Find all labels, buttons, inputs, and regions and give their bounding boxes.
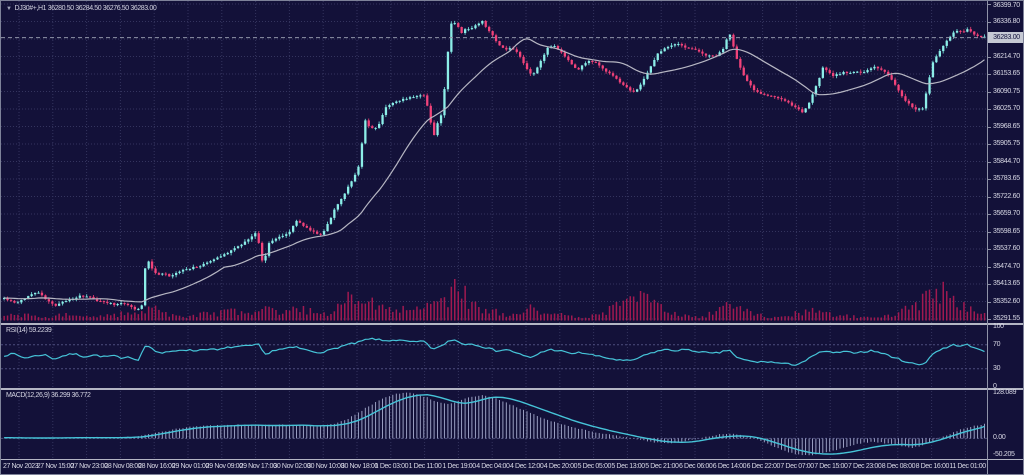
macd-axis-label: 0.00 (993, 434, 1006, 442)
price-axis-tick (988, 266, 991, 268)
rsi-axis-label: 0 (993, 382, 997, 390)
price-axis-tick (988, 126, 991, 128)
price-axis-tick (988, 56, 991, 58)
macd-axis-label: -50.205 (993, 450, 1015, 458)
time-axis-label: 6 Dec 22:00 (746, 463, 781, 470)
rsi-label: RSI(14) 59.2239 (6, 327, 52, 334)
price-axis-tick (988, 284, 991, 285)
price-axis-tick (988, 179, 991, 180)
price-axis-label: 35905.75 (993, 140, 1020, 147)
price-axis-label: 35352.60 (993, 297, 1020, 305)
price-axis-tick (988, 249, 991, 250)
time-axis-label: 5 Dec 21:00 (645, 463, 679, 470)
price-axis-tick (988, 144, 991, 145)
time-axis-label: 1 Dec 11:00 (408, 463, 442, 470)
rsi-axis-label: 70 (993, 340, 1001, 348)
price-axis-label: 35598.65 (993, 227, 1020, 235)
time-axis-label: 5 Dec 05:00 (577, 463, 612, 470)
time-axis-label: 5 Dec 13:00 (611, 463, 645, 470)
price-axis-label: 36090.75 (993, 87, 1020, 95)
time-axis-label: 7 Dec 15:00 (814, 463, 848, 470)
time-axis-label: 6 Dec 06:00 (679, 463, 713, 470)
pane-separator-rsi[interactable] (1, 323, 1023, 325)
candles-layer (3, 20, 986, 311)
axis-separator (1, 459, 1023, 460)
time-axis-label: 11 Dec 01:00 (949, 463, 986, 470)
time-axis-label: 1 Dec 19:00 (442, 463, 476, 470)
price-axis-tick (988, 301, 991, 303)
price-axis-label: 36214.70 (993, 52, 1020, 60)
price-axis-label: 36399.70 (993, 2, 1020, 9)
time-axis-label: 4 Dec 04:00 (476, 463, 510, 470)
time-axis-label: 29 Nov 09:00 (205, 463, 243, 470)
time-axis-label: 27 Nov 15:00 (36, 463, 74, 470)
price-axis-tick (988, 109, 991, 110)
time-axis-label: 7 Dec 23:00 (848, 463, 882, 470)
price-axis-label: 35413.65 (993, 280, 1020, 287)
grid-layer (1, 326, 987, 388)
ma-line (4, 38, 985, 303)
macd-canvas[interactable] (1, 391, 987, 459)
time-axis-label: 28 Nov 16:00 (138, 463, 176, 470)
time-axis-label: 29 Nov 01:00 (172, 463, 209, 470)
time-axis-label: 27 Nov 23:00 (70, 463, 108, 470)
time-axis-label: 4 Dec 20:00 (543, 463, 578, 470)
time-axis-label: 28 Nov 08:00 (104, 463, 142, 470)
rsi-line (3, 337, 985, 366)
price-axis-label: 35968.65 (993, 122, 1020, 130)
current-price-badge: 36283.00 (988, 32, 1023, 43)
macd-axis-label: 128.089 (993, 388, 1017, 396)
price-axis-label: 36153.65 (993, 70, 1020, 77)
chart-title: ▼ DJ30#+,H1 36280.50 36284.50 36276.50 36… (6, 5, 157, 12)
price-axis-tick (988, 319, 991, 320)
time-axis-label: 7 Dec 07:00 (780, 463, 814, 470)
volume-bars (3, 279, 986, 321)
price-axis-label: 35291.55 (993, 315, 1020, 322)
time-axis-label: 4 Dec 12:00 (510, 463, 544, 470)
macd-histogram (3, 392, 985, 456)
price-pane: ▼ DJ30#+,H1 36280.50 36284.50 36276.50 36… (1, 1, 987, 323)
price-axis-tick (988, 4, 991, 5)
price-axis-tick (988, 214, 991, 215)
price-axis-label: 35722.60 (993, 192, 1020, 200)
symbol-dropdown-icon[interactable]: ▼ (6, 6, 12, 12)
rsi-pane: RSI(14) 59.2239 (1, 326, 987, 388)
time-axis-label: 6 Dec 14:00 (712, 463, 747, 470)
price-axis-tick (988, 231, 991, 233)
time-axis-label: 27 Nov 2023 (3, 463, 39, 470)
price-chart-canvas[interactable] (1, 1, 987, 323)
rsi-canvas[interactable] (1, 326, 987, 388)
grid-layer (1, 391, 987, 459)
time-axis-label: 8 Dec 16:00 (915, 463, 950, 470)
grid-layer (1, 1, 987, 323)
price-axis-label: 35783.65 (993, 175, 1020, 182)
time-axis-label: 8 Dec 08:00 (881, 463, 916, 470)
time-axis-label: 29 Nov 17:00 (239, 463, 277, 470)
price-axis-tick (988, 21, 991, 23)
time-axis-label: 30 Nov 10:00 (307, 463, 345, 470)
price-axis-tick (988, 196, 991, 198)
pane-separator-macd[interactable] (1, 388, 1023, 390)
price-axis-label: 35474.70 (993, 262, 1020, 270)
rsi-axis-label: 30 (993, 364, 1001, 372)
time-axis-label: 30 Nov 18:00 (341, 463, 378, 470)
price-axis-label: 36336.80 (993, 17, 1020, 25)
symbol-ohlc-text: DJ30#+,H1 36280.50 36284.50 36276.50 362… (14, 5, 157, 12)
price-axis-tick (988, 74, 991, 75)
rsi-axis-label: 100 (993, 322, 1004, 330)
macd-pane: MACD(12,26,9) 36.299 36.772 (1, 391, 987, 459)
price-axis-label: 35844.70 (993, 157, 1020, 165)
time-axis-label: 1 Dec 03:00 (374, 463, 409, 470)
price-axis-tick (988, 161, 991, 163)
time-axis[interactable]: 27 Nov 2023 27 Nov 15:00 27 Nov 23:00 28 No… (1, 461, 987, 474)
macd-label: MACD(12,26,9) 36.299 36.772 (6, 392, 91, 399)
price-axis-tick (988, 91, 991, 93)
price-axis-label: 35659.70 (993, 210, 1020, 217)
price-axis[interactable]: 36399.7036336.8036275.7536214.7036153.65… (987, 1, 1023, 474)
price-axis-label: 35537.60 (993, 245, 1020, 252)
macd-signal-line (4, 393, 985, 455)
price-axis-label: 36025.70 (993, 105, 1020, 112)
time-axis-label: 30 Nov 02:00 (273, 463, 311, 470)
